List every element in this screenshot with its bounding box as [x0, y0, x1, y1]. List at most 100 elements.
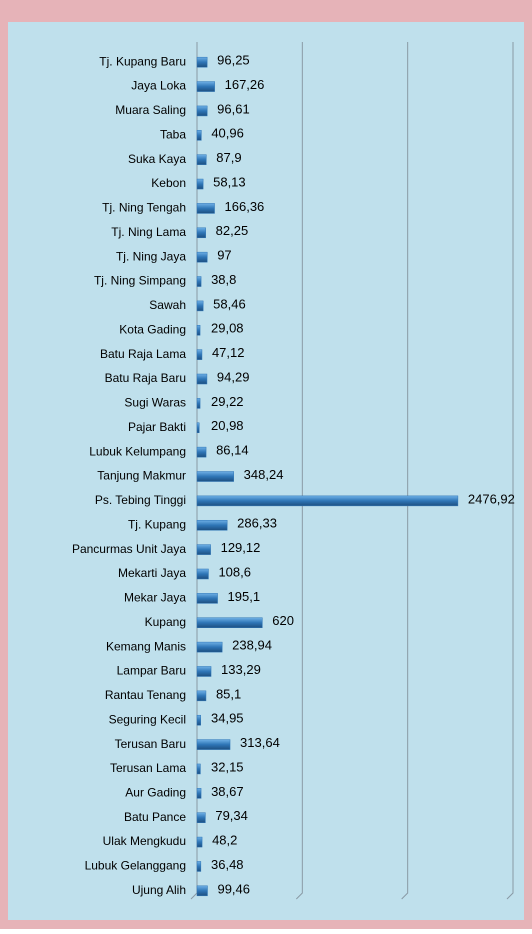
y-tick-label: Rantau Tenang: [105, 688, 186, 702]
value-label: 32,15: [211, 759, 244, 774]
panel: [8, 22, 524, 920]
value-label: 108,6: [218, 564, 251, 579]
y-tick-label: Taba: [160, 127, 186, 141]
y-tick-label: Lampar Baru: [117, 664, 186, 678]
y-tick-label: Kebon: [151, 176, 186, 190]
bar: [196, 105, 208, 117]
bar: [196, 446, 207, 458]
value-label: 82,25: [216, 223, 249, 238]
bar: [196, 398, 201, 409]
bar: [196, 568, 209, 580]
value-label: 620: [272, 613, 294, 628]
bar: [196, 763, 201, 775]
bar: [196, 641, 223, 653]
value-label: 38,8: [211, 272, 236, 287]
y-tick-label: Mekarti Jaya: [118, 566, 186, 580]
value-label: 40,96: [211, 126, 244, 141]
value-label: 96,61: [217, 101, 250, 116]
y-tick-label: Seguring Kecil: [109, 712, 186, 726]
y-tick-label: Tj. Kupang Baru: [99, 54, 186, 68]
y-tick-label: Pancurmas Unit Jaya: [72, 542, 186, 556]
bar: [196, 471, 234, 482]
grid-line: [295, 42, 303, 900]
y-tick-label: Kupang: [145, 615, 186, 629]
value-label: 38,67: [211, 784, 244, 799]
y-tick-label: Ulak Mengkudu: [103, 834, 186, 848]
y-tick-label: Sawah: [149, 298, 186, 312]
y-tick-label: Lubuk Kelumpang: [89, 444, 186, 458]
value-label: 29,22: [211, 394, 244, 409]
bar: [196, 178, 204, 190]
bar: [196, 276, 202, 287]
y-tick-label: Tj. Ning Lama: [111, 225, 186, 239]
bar: [196, 130, 202, 141]
bar: [196, 861, 202, 872]
y-tick-label: Lubuk Gelanggang: [85, 859, 186, 873]
y-tick-label: Tj. Kupang: [128, 517, 186, 531]
bar: [196, 739, 231, 750]
value-label: 34,95: [211, 711, 244, 726]
value-label: 166,36: [225, 199, 265, 214]
value-label: 58,13: [213, 174, 246, 189]
y-tick-label: Suka Kaya: [128, 152, 186, 166]
y-tick-label: Ujung Alih: [132, 883, 186, 897]
bar: [196, 812, 206, 823]
bar: [196, 714, 201, 726]
value-label: 195,1: [228, 589, 261, 604]
value-label: 99,46: [217, 881, 250, 896]
bar: [196, 593, 218, 604]
y-tick-label: Batu Raja Baru: [105, 371, 186, 385]
y-tick-label: Tj. Ning Simpang: [94, 274, 186, 288]
bar: [196, 519, 228, 531]
bar: [196, 56, 208, 68]
y-tick-label: Ps. Tebing Tinggi: [95, 493, 186, 507]
bar: [196, 788, 202, 799]
y-tick-label: Kemang Manis: [106, 639, 186, 653]
y-tick-label: Tanjung Makmur: [97, 469, 186, 483]
value-label: 96,25: [217, 53, 250, 68]
value-label: 286,33: [237, 516, 277, 531]
bar: [196, 690, 207, 702]
y-tick-label: Terusan Baru: [115, 737, 186, 751]
value-label: 79,34: [215, 808, 248, 823]
value-label: 48,2: [212, 833, 237, 848]
value-label: 238,94: [232, 638, 272, 653]
y-tick-label: Terusan Lama: [110, 761, 186, 775]
y-tick-label: Jaya Loka: [131, 79, 186, 93]
value-label: 129,12: [221, 540, 261, 555]
bar: [196, 227, 206, 239]
bar: [196, 251, 208, 263]
bar: [196, 836, 203, 848]
y-tick-label: Tj. Ning Tengah: [102, 201, 186, 215]
bar: [196, 300, 204, 312]
bar: [196, 544, 211, 555]
bar: [196, 325, 201, 336]
value-label: 167,26: [225, 77, 265, 92]
value-label: 29,08: [211, 321, 244, 336]
bar: [196, 495, 459, 507]
value-label: 313,64: [240, 735, 280, 750]
bar: [196, 154, 207, 165]
y-tick-label: Sugi Waras: [124, 396, 186, 410]
value-label: 20,98: [211, 418, 244, 433]
y-tick-label: Aur Gading: [125, 786, 186, 800]
value-label: 94,29: [217, 369, 250, 384]
value-label: 97: [217, 248, 231, 263]
y-tick-label: Kota Gading: [119, 322, 186, 336]
value-label: 58,46: [213, 296, 246, 311]
grid-line: [401, 42, 409, 900]
y-tick-label: Muara Saling: [115, 103, 186, 117]
bar: [196, 666, 212, 677]
bar: [196, 373, 208, 385]
value-label: 36,48: [211, 857, 244, 872]
bar: [196, 885, 208, 897]
value-label: 2476,92: [468, 491, 515, 506]
y-tick-label: Tj. Ning Jaya: [116, 249, 186, 263]
y-tick-label: Pajar Bakti: [128, 420, 186, 434]
value-label: 86,14: [216, 443, 249, 458]
bar: [196, 81, 215, 92]
value-label: 348,24: [244, 467, 284, 482]
value-label: 47,12: [212, 345, 245, 360]
value-label: 133,29: [221, 662, 261, 677]
